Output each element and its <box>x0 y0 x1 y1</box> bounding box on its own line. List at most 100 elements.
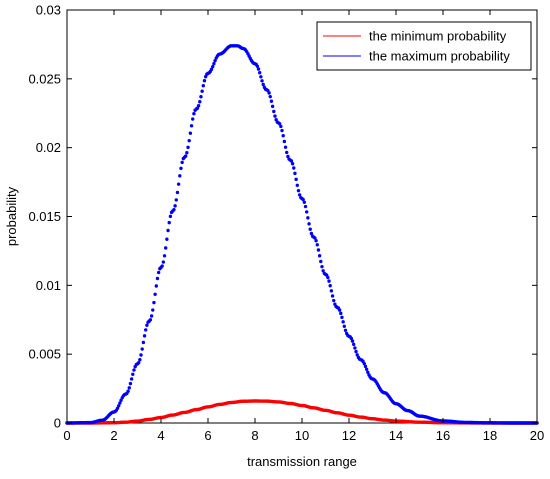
data-point <box>128 381 133 386</box>
data-point <box>211 64 215 69</box>
x-tick-label: 18 <box>483 428 497 443</box>
data-point <box>342 324 346 328</box>
data-point <box>142 334 147 338</box>
data-point <box>132 368 136 372</box>
data-point <box>166 228 170 233</box>
data-point <box>289 159 294 163</box>
data-point <box>296 188 301 193</box>
x-tick-label: 6 <box>204 428 211 443</box>
data-point <box>349 336 354 341</box>
data-point <box>156 270 161 275</box>
data-point <box>282 139 287 144</box>
x-tick-label: 0 <box>63 428 70 443</box>
data-point <box>292 166 296 170</box>
data-point <box>330 294 335 298</box>
data-point <box>196 104 201 108</box>
data-point <box>154 284 158 288</box>
data-point <box>332 298 336 303</box>
data-point <box>280 128 284 133</box>
legend-label: the maximum probability <box>369 49 510 64</box>
tick-layer: 0 2 4 6 8 10 12 14 16 18 20 0 0.005 0.01 0.015 0.02 0.02… <box>28 3 544 444</box>
data-point <box>179 166 183 171</box>
data-point <box>366 370 370 374</box>
data-point <box>308 227 312 231</box>
x-tick-label: 10 <box>295 428 309 443</box>
data-point <box>285 150 289 155</box>
data-point <box>186 145 190 150</box>
data-point <box>199 95 203 99</box>
data-point <box>202 79 207 83</box>
x-tick-label: 20 <box>530 428 544 443</box>
data-point <box>327 279 331 283</box>
data-point <box>306 216 310 220</box>
data-point <box>160 264 164 268</box>
data-point <box>176 182 181 186</box>
data-point <box>152 300 156 305</box>
data-point <box>270 104 275 109</box>
data-point <box>302 200 307 204</box>
data-point <box>354 349 358 354</box>
data-point <box>164 246 168 250</box>
data-point <box>340 315 344 320</box>
data-point <box>209 67 214 72</box>
data-point <box>129 377 134 381</box>
x-axis-label: transmission range <box>247 454 357 469</box>
y-tick-label: 0.015 <box>28 209 61 224</box>
y-tick-label: 0.03 <box>36 3 61 18</box>
data-point <box>172 207 176 212</box>
data-point <box>294 177 298 182</box>
data-point <box>213 59 217 63</box>
data-point <box>144 328 148 332</box>
data-point <box>259 75 263 79</box>
data-point <box>261 82 265 87</box>
data-point <box>118 401 122 405</box>
data-point <box>321 269 325 273</box>
x-tick-label: 16 <box>436 428 450 443</box>
data-point <box>328 284 332 288</box>
data-point <box>362 361 366 366</box>
data-point <box>174 198 178 202</box>
data-point <box>173 204 177 208</box>
data-point <box>185 151 189 155</box>
data-point <box>283 145 288 149</box>
data-point <box>200 89 204 93</box>
data-point <box>297 193 302 197</box>
data-point <box>295 183 299 187</box>
data-point <box>341 320 345 324</box>
data-point <box>350 339 355 343</box>
data-point <box>279 124 283 129</box>
data-point <box>140 347 144 351</box>
data-point <box>260 79 264 83</box>
x-tick-label: 14 <box>389 428 403 443</box>
y-tick-label: 0.005 <box>28 347 61 362</box>
data-point <box>183 154 188 158</box>
data-layer <box>65 44 539 425</box>
data-point <box>189 124 194 128</box>
data-point <box>136 361 141 365</box>
data-point <box>286 154 290 159</box>
data-point <box>303 204 308 209</box>
data-point <box>155 276 160 281</box>
legend: the minimum probability the maximum proba… <box>316 21 532 71</box>
y-axis-label: probability <box>4 186 19 246</box>
data-point <box>165 237 169 241</box>
x-tick-label: 2 <box>110 428 117 443</box>
data-point <box>339 311 343 316</box>
data-point <box>149 314 154 318</box>
data-point <box>363 364 368 369</box>
data-point <box>187 138 191 143</box>
data-point <box>151 308 155 312</box>
data-point <box>141 340 146 345</box>
data-point <box>192 112 196 116</box>
data-point <box>127 386 131 390</box>
data-point <box>126 389 130 393</box>
data-point <box>315 243 319 247</box>
data-point <box>277 122 282 126</box>
data-point <box>167 220 171 225</box>
data-point <box>148 318 153 322</box>
data-point <box>290 162 295 166</box>
data-point <box>301 197 305 202</box>
x-tick-label: 8 <box>251 428 258 443</box>
